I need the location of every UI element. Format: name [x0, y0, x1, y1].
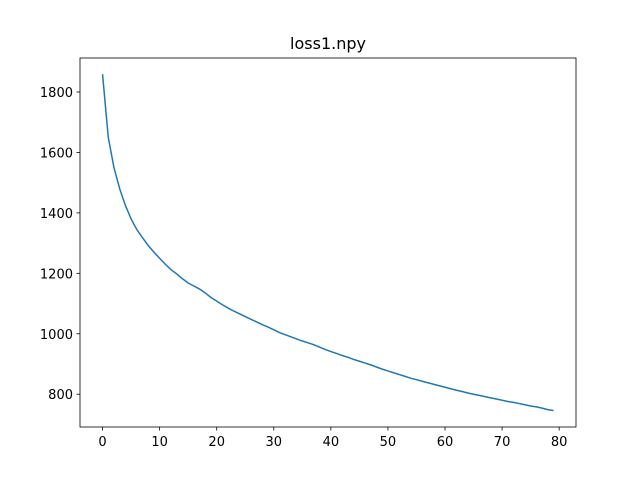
y-tick-label: 1000 [40, 328, 73, 343]
y-tick-label: 1200 [40, 267, 73, 282]
chart-title: loss1.npy [290, 34, 366, 53]
axes-frame [79, 57, 577, 428]
line-series [101, 74, 554, 412]
x-tick-label: 50 [380, 435, 397, 450]
x-tick-label: 10 [151, 435, 168, 450]
y-tick-label: 800 [48, 388, 73, 403]
x-tick-label: 20 [208, 435, 225, 450]
x-tick-label: 80 [551, 435, 568, 450]
x-tick-label: 70 [494, 435, 511, 450]
y-tick-label: 1600 [40, 146, 73, 161]
y-tick-label: 1400 [40, 207, 73, 222]
x-tick-label: 60 [437, 435, 454, 450]
x-tick-label: 40 [323, 435, 340, 450]
y-tick-label: 1800 [40, 86, 73, 101]
x-tick-label: 0 [98, 435, 106, 450]
x-tick-label: 30 [266, 435, 283, 450]
